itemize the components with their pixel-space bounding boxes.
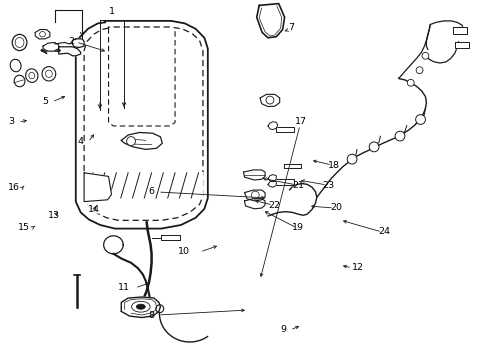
Polygon shape bbox=[267, 181, 276, 187]
Ellipse shape bbox=[45, 70, 52, 77]
Ellipse shape bbox=[12, 34, 27, 51]
Ellipse shape bbox=[15, 37, 24, 48]
Text: 3: 3 bbox=[8, 117, 14, 126]
Circle shape bbox=[415, 114, 425, 125]
Ellipse shape bbox=[131, 301, 150, 312]
Text: 16: 16 bbox=[8, 184, 20, 193]
Polygon shape bbox=[244, 199, 264, 209]
Polygon shape bbox=[260, 94, 279, 107]
Ellipse shape bbox=[136, 304, 145, 309]
Ellipse shape bbox=[25, 69, 38, 82]
Circle shape bbox=[407, 79, 413, 86]
Text: 17: 17 bbox=[294, 117, 306, 126]
Text: 5: 5 bbox=[42, 98, 48, 107]
Ellipse shape bbox=[14, 75, 25, 87]
Polygon shape bbox=[244, 190, 264, 201]
Text: 24: 24 bbox=[377, 228, 389, 237]
Circle shape bbox=[156, 305, 163, 312]
Text: 21: 21 bbox=[291, 180, 304, 189]
Text: 22: 22 bbox=[267, 201, 280, 210]
Circle shape bbox=[346, 154, 356, 164]
Text: 12: 12 bbox=[351, 264, 363, 273]
Circle shape bbox=[421, 52, 428, 59]
Circle shape bbox=[368, 142, 378, 152]
Polygon shape bbox=[72, 39, 84, 48]
Polygon shape bbox=[274, 179, 294, 185]
Ellipse shape bbox=[42, 67, 56, 81]
Text: 4: 4 bbox=[78, 138, 84, 147]
Polygon shape bbox=[283, 164, 300, 168]
Text: 8: 8 bbox=[148, 310, 154, 320]
Text: 20: 20 bbox=[329, 203, 341, 212]
Polygon shape bbox=[243, 170, 264, 180]
Polygon shape bbox=[35, 30, 50, 39]
Text: 6: 6 bbox=[148, 188, 154, 197]
Text: 7: 7 bbox=[287, 23, 293, 32]
Ellipse shape bbox=[40, 31, 45, 37]
Polygon shape bbox=[121, 132, 162, 149]
Text: 9: 9 bbox=[280, 325, 285, 334]
Polygon shape bbox=[76, 21, 207, 229]
Text: 14: 14 bbox=[88, 206, 100, 215]
Polygon shape bbox=[267, 122, 277, 130]
Text: 23: 23 bbox=[321, 180, 333, 189]
Circle shape bbox=[251, 191, 259, 199]
Circle shape bbox=[415, 67, 422, 74]
Polygon shape bbox=[43, 42, 59, 51]
Polygon shape bbox=[454, 42, 468, 48]
Polygon shape bbox=[161, 235, 180, 240]
Ellipse shape bbox=[126, 136, 135, 145]
Text: 1: 1 bbox=[109, 8, 115, 17]
Text: 19: 19 bbox=[291, 224, 304, 233]
Polygon shape bbox=[267, 175, 276, 182]
Text: 2: 2 bbox=[68, 37, 74, 46]
Circle shape bbox=[265, 96, 273, 104]
Text: 13: 13 bbox=[48, 211, 60, 220]
Text: 18: 18 bbox=[327, 161, 339, 170]
Text: 10: 10 bbox=[178, 248, 190, 256]
Polygon shape bbox=[452, 27, 466, 34]
Polygon shape bbox=[276, 127, 294, 132]
Text: 15: 15 bbox=[18, 224, 30, 233]
Polygon shape bbox=[84, 173, 111, 202]
Ellipse shape bbox=[10, 59, 21, 72]
Ellipse shape bbox=[29, 72, 35, 79]
Polygon shape bbox=[121, 297, 160, 318]
Circle shape bbox=[394, 131, 404, 141]
Polygon shape bbox=[256, 4, 284, 38]
Polygon shape bbox=[84, 173, 203, 213]
Polygon shape bbox=[59, 47, 81, 56]
Text: 11: 11 bbox=[118, 284, 130, 292]
